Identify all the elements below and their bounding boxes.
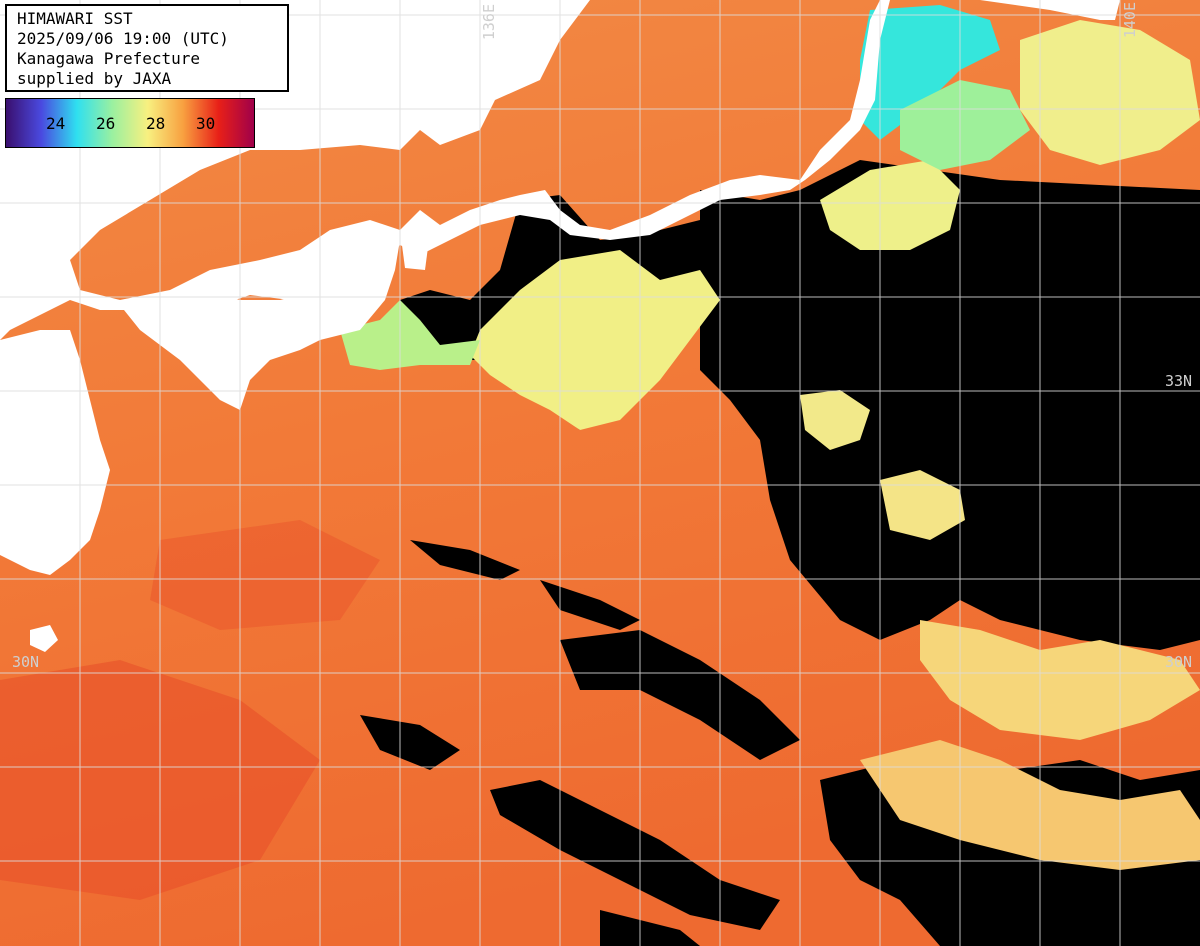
cool-water-yellow-east-2 (1020, 20, 1200, 165)
cool-water-cyan-north (860, 5, 1000, 140)
cloud-streak-6 (600, 910, 700, 946)
land-small-island-2 (6, 380, 36, 420)
timestamp-line: 2025/09/06 19:00 (UTC) (17, 29, 229, 48)
cool-water-yellow-south-2 (860, 740, 1200, 870)
colorbar-tick-28: 28 (146, 114, 166, 133)
cool-water-yellow-mid (880, 470, 965, 540)
cool-water-small-islands (800, 390, 870, 450)
cool-water-yellow-south-1 (920, 620, 1200, 740)
organization-line: Kanagawa Prefecture (17, 49, 201, 68)
lat-label-30n-left: 30N (12, 653, 40, 671)
colorbar-tick-30: 30 (196, 114, 216, 133)
lat-label-30n-right: 30N (1165, 653, 1193, 671)
cloud-streak-3 (360, 715, 460, 770)
colorbar-tick-24: 24 (46, 114, 66, 133)
colorbar-tick-26: 26 (96, 114, 116, 133)
no-data-region-east (700, 160, 1200, 650)
land-small-island-1 (30, 625, 58, 652)
cool-water-green-coast (340, 300, 480, 370)
cool-water-green-north (900, 80, 1030, 170)
land-awaji (400, 230, 430, 270)
cool-water-yellow-band (470, 250, 720, 430)
cloud-streak-2 (490, 780, 780, 930)
temperature-colorbar: 24 26 28 30 (5, 98, 255, 148)
cloud-streak-5 (540, 580, 640, 630)
lon-label-136e: 136E (480, 4, 498, 41)
cloud-streak-4 (410, 540, 520, 580)
title-line: HIMAWARI SST (17, 9, 133, 28)
cool-water-yellow-east-1 (820, 160, 960, 250)
lat-label-33n: 33N (1165, 372, 1193, 390)
supplier-line: supplied by JAXA (17, 69, 172, 88)
cloud-streak-1 (560, 630, 800, 760)
land-shikoku (120, 240, 400, 410)
title-box: HIMAWARI SST 2025/09/06 19:00 (UTC) Kana… (5, 4, 289, 92)
hot-water-patch-2 (150, 520, 380, 630)
lon-label-140e: 140E (1121, 2, 1139, 39)
